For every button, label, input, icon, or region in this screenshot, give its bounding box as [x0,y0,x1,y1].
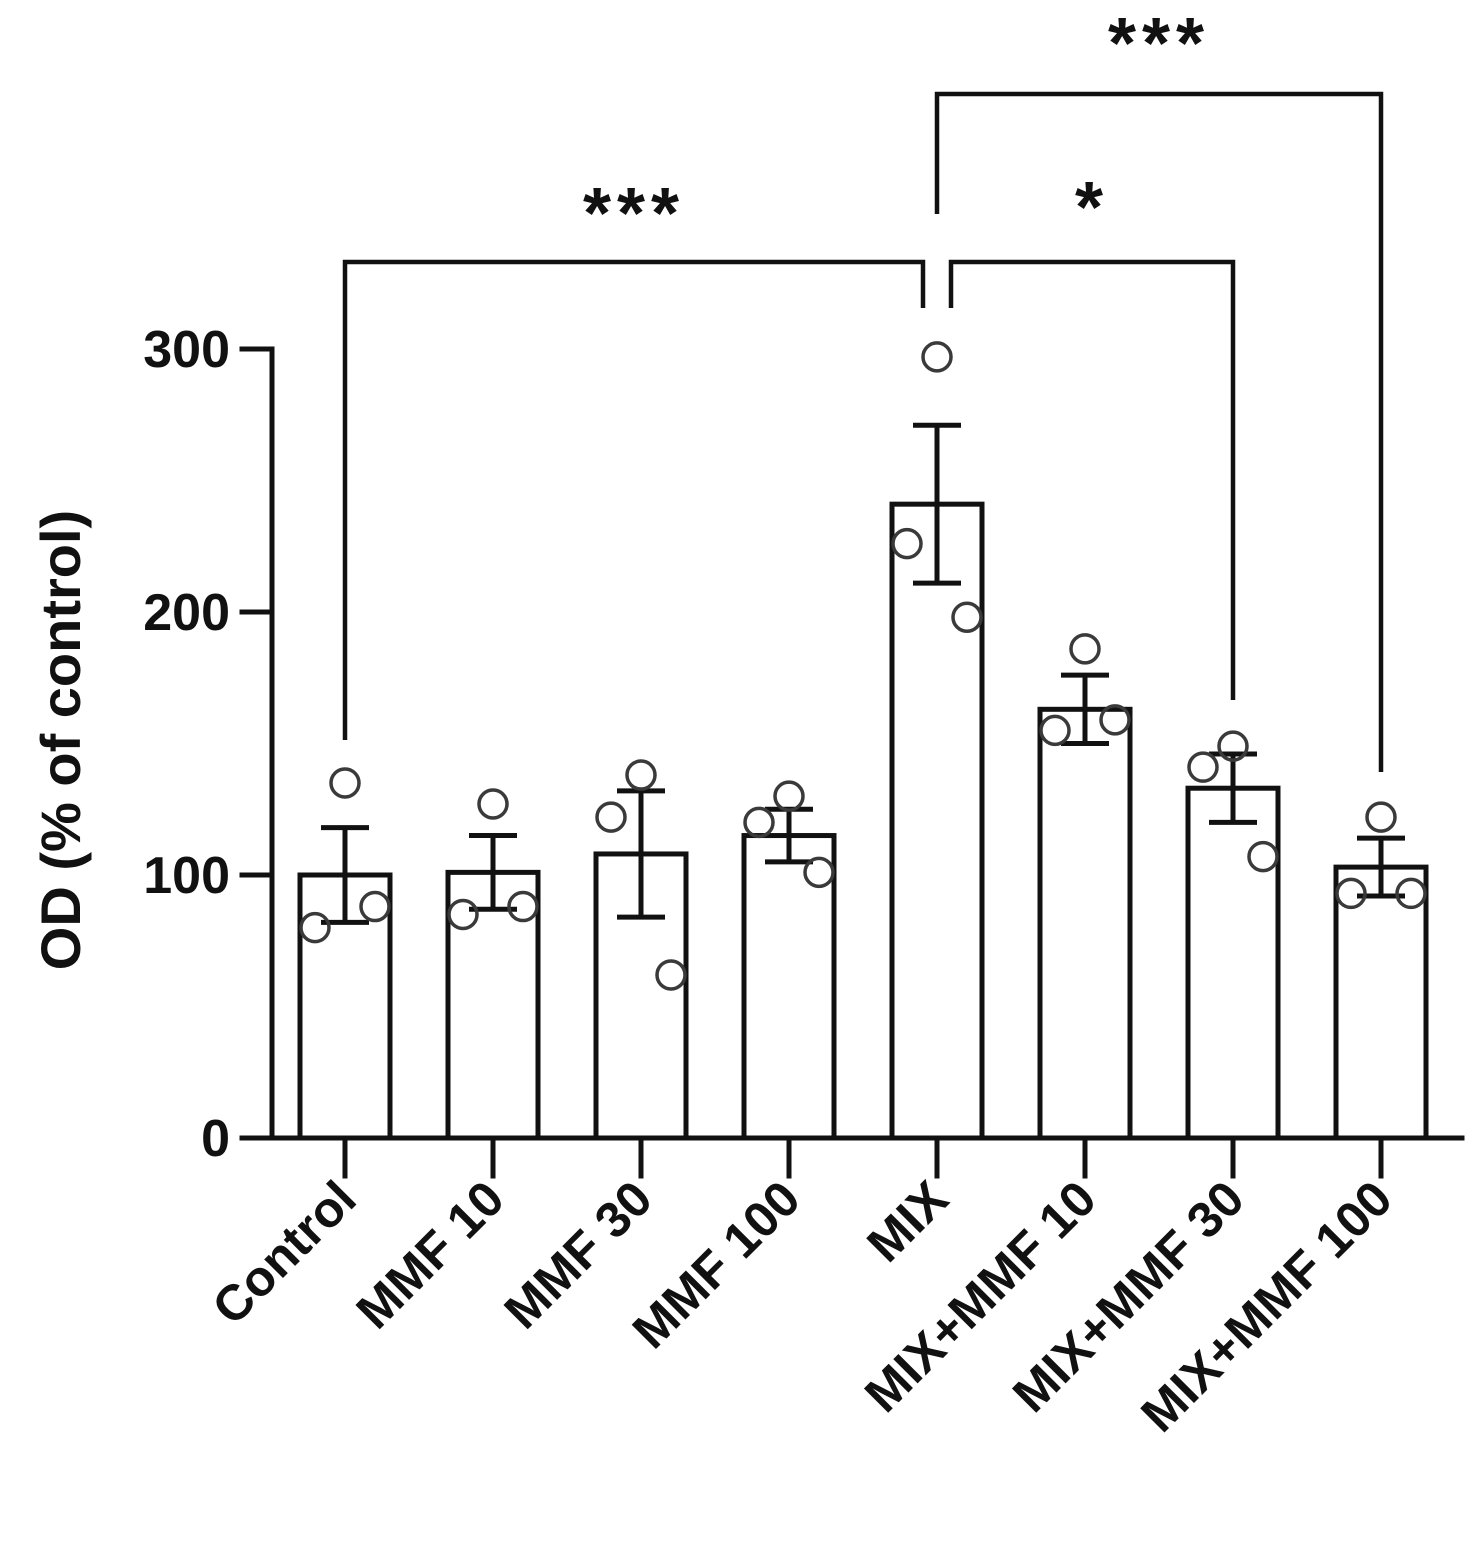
data-point [655,959,687,991]
significance-label: * [1075,168,1109,248]
data-point [507,890,539,923]
significance-brackets: *** **** [342,4,1384,772]
data-point [299,911,331,944]
bar [1037,706,1133,1141]
bar [445,869,541,1141]
y-axis-label: OD (% of control) [29,510,92,970]
significance-bracket [934,91,1384,772]
data-point [1039,714,1071,747]
x-tick-label: MMF 10 [346,1170,515,1339]
data-point [1365,801,1397,833]
data-point [447,898,479,931]
significance-bracket [948,259,1236,700]
data-point [1069,633,1101,665]
y-tick-label: 100 [143,847,230,905]
y-axis: 0 100 200 300 [143,321,275,1168]
bar [1185,785,1281,1141]
data-point [891,527,923,560]
significance-label: *** [583,174,685,254]
data-point [1187,751,1219,783]
data-points [299,341,1427,991]
data-point [625,759,657,791]
data-point [1395,877,1427,910]
data-point [595,801,627,833]
y-tick-label: 0 [201,1110,230,1168]
data-point [921,341,953,373]
data-point [743,806,775,839]
x-tick-label: Control [202,1170,367,1335]
y-tick-label: 300 [143,321,230,379]
data-point [1217,730,1249,762]
data-point [329,767,361,799]
x-tick-label: MIX+MMF 100 [1130,1170,1402,1442]
data-point [477,788,509,820]
data-point [773,780,805,812]
data-point [1099,704,1131,736]
bars [297,501,1429,1141]
data-point [951,601,983,634]
bar [889,501,985,1141]
error-bars [321,422,1405,925]
bar [741,833,837,1141]
data-point [1247,840,1279,873]
significance-label: *** [1108,4,1210,84]
data-point [803,856,835,889]
significance-bracket [342,259,926,740]
data-point [1335,877,1367,910]
y-tick-label: 200 [143,584,230,642]
data-point [359,890,391,923]
x-tick-label: MIX [856,1170,958,1272]
